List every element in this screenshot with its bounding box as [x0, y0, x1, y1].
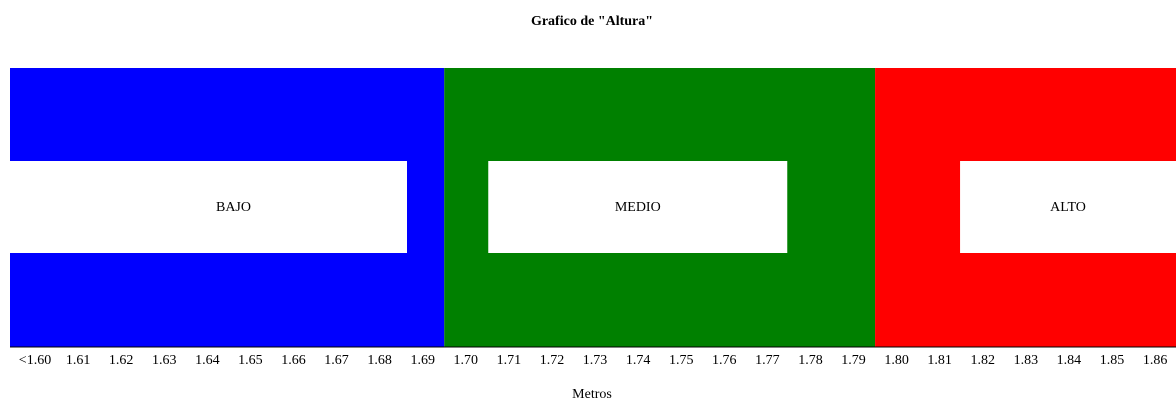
x-tick-label: 1.79 [841, 353, 866, 368]
x-tick-label: 1.66 [281, 353, 306, 368]
x-tick-label: 1.61 [66, 353, 91, 368]
x-tick-label: 1.75 [669, 353, 694, 368]
x-tick-label: 1.78 [798, 353, 823, 368]
chart-title: Grafico de "Altura" [531, 14, 653, 29]
x-tick-label: 1.85 [1100, 353, 1125, 368]
band-label: ALTO [1050, 200, 1086, 215]
x-tick-label: 1.70 [454, 353, 479, 368]
x-tick-label: 1.72 [540, 353, 565, 368]
x-tick-label: 1.82 [971, 353, 996, 368]
x-tick-label: 1.67 [324, 353, 349, 368]
x-tick-label: 1.84 [1057, 353, 1082, 368]
x-axis-label: Metros [572, 387, 612, 402]
label-box [488, 161, 788, 253]
x-tick-label: 1.71 [497, 353, 522, 368]
band-label: BAJO [216, 200, 251, 215]
x-tick-label: 1.65 [238, 353, 263, 368]
band-label: MEDIO [615, 200, 661, 215]
x-tick-label: 1.74 [626, 353, 651, 368]
x-tick-label: 1.68 [367, 353, 392, 368]
label-box [10, 161, 407, 253]
x-tick-label: 1.86 [1143, 353, 1168, 368]
x-tick-label: 1.80 [884, 353, 909, 368]
x-tick-label: 1.73 [583, 353, 608, 368]
x-tick-label: 1.62 [109, 353, 134, 368]
x-tick-label: 1.64 [195, 353, 220, 368]
x-tick-label: 1.77 [755, 353, 780, 368]
x-tick-label: <1.60 [19, 353, 51, 368]
x-tick-label: 1.76 [712, 353, 737, 368]
x-tick-label: 1.81 [927, 353, 952, 368]
x-tick-label: 1.69 [410, 353, 435, 368]
x-tick-label: 1.63 [152, 353, 177, 368]
label-box [960, 161, 1176, 253]
x-tick-label: 1.83 [1014, 353, 1039, 368]
